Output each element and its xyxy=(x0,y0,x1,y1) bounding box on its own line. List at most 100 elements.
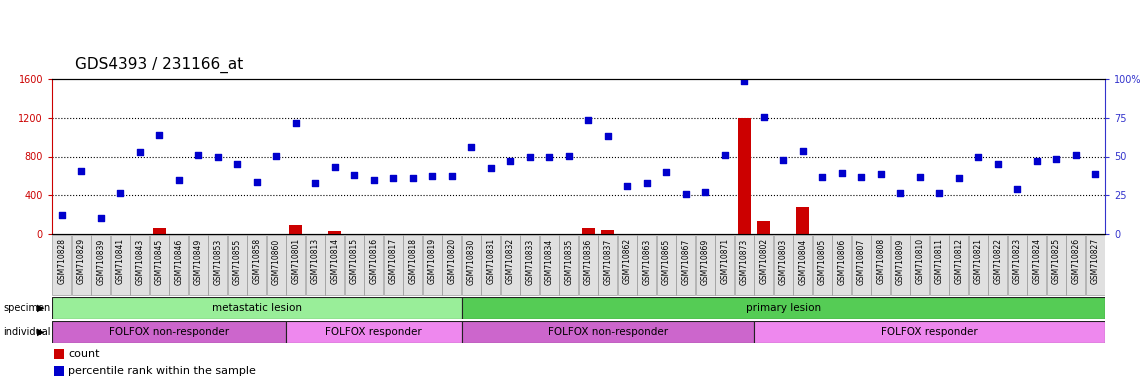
Point xyxy=(228,161,247,167)
FancyBboxPatch shape xyxy=(755,235,773,295)
FancyBboxPatch shape xyxy=(443,235,461,295)
Point xyxy=(852,174,871,180)
FancyBboxPatch shape xyxy=(111,235,130,295)
Text: ▶: ▶ xyxy=(38,327,45,337)
FancyBboxPatch shape xyxy=(1067,235,1085,295)
Text: GSM710811: GSM710811 xyxy=(935,238,944,284)
FancyBboxPatch shape xyxy=(1028,235,1046,295)
FancyBboxPatch shape xyxy=(579,235,598,295)
Bar xyxy=(1050,233,1062,234)
Point xyxy=(482,165,500,171)
Bar xyxy=(52,297,461,319)
Text: GSM710817: GSM710817 xyxy=(389,238,398,285)
FancyBboxPatch shape xyxy=(1008,235,1027,295)
Bar xyxy=(114,233,126,234)
Point xyxy=(696,189,715,195)
Bar xyxy=(679,233,692,234)
Point xyxy=(423,173,442,179)
Point xyxy=(306,180,325,186)
FancyBboxPatch shape xyxy=(267,235,286,295)
Point xyxy=(969,154,988,160)
Text: GSM710824: GSM710824 xyxy=(1032,238,1041,285)
FancyBboxPatch shape xyxy=(638,235,656,295)
Point xyxy=(150,132,169,138)
FancyBboxPatch shape xyxy=(131,235,149,295)
Point xyxy=(716,152,734,158)
Bar xyxy=(640,233,653,234)
Point xyxy=(989,161,1007,167)
Point xyxy=(1008,186,1027,192)
Text: GSM710805: GSM710805 xyxy=(818,238,827,285)
Bar xyxy=(1030,233,1043,234)
Point xyxy=(833,170,851,177)
Text: GSM710830: GSM710830 xyxy=(467,238,476,285)
Text: GSM710803: GSM710803 xyxy=(779,238,788,285)
FancyBboxPatch shape xyxy=(53,235,71,295)
Bar xyxy=(133,233,146,234)
FancyBboxPatch shape xyxy=(599,235,617,295)
FancyBboxPatch shape xyxy=(891,235,910,295)
Text: GDS4393 / 231166_at: GDS4393 / 231166_at xyxy=(75,57,243,73)
Text: GSM710825: GSM710825 xyxy=(1052,238,1061,285)
FancyBboxPatch shape xyxy=(72,235,91,295)
Point xyxy=(735,78,754,84)
Bar xyxy=(660,233,672,234)
Text: GSM710849: GSM710849 xyxy=(194,238,203,285)
Bar xyxy=(270,233,282,234)
Text: GSM710853: GSM710853 xyxy=(213,238,223,285)
Bar xyxy=(874,233,887,234)
Point xyxy=(404,175,422,181)
Text: GSM710834: GSM710834 xyxy=(545,238,554,285)
Text: GSM710808: GSM710808 xyxy=(876,238,885,285)
Bar xyxy=(406,233,419,234)
FancyBboxPatch shape xyxy=(189,235,208,295)
Point xyxy=(209,154,227,160)
FancyBboxPatch shape xyxy=(345,235,364,295)
Point xyxy=(657,169,676,175)
Text: GSM710807: GSM710807 xyxy=(857,238,866,285)
Point xyxy=(521,154,539,160)
Text: GSM710801: GSM710801 xyxy=(291,238,301,285)
FancyBboxPatch shape xyxy=(677,235,695,295)
Point xyxy=(911,174,929,180)
Bar xyxy=(348,233,360,234)
Text: GSM710835: GSM710835 xyxy=(564,238,574,285)
FancyBboxPatch shape xyxy=(930,235,949,295)
Point xyxy=(1067,152,1085,158)
Text: GSM710822: GSM710822 xyxy=(993,238,1002,284)
FancyBboxPatch shape xyxy=(1086,235,1105,295)
Bar xyxy=(1011,233,1023,234)
Text: primary lesion: primary lesion xyxy=(746,303,821,313)
Text: GSM710826: GSM710826 xyxy=(1071,238,1080,285)
Text: GSM710865: GSM710865 xyxy=(662,238,671,285)
FancyBboxPatch shape xyxy=(170,235,188,295)
FancyBboxPatch shape xyxy=(852,235,871,295)
Text: GSM710863: GSM710863 xyxy=(642,238,651,285)
Bar xyxy=(562,233,575,234)
Bar xyxy=(426,233,438,234)
Text: GSM710816: GSM710816 xyxy=(369,238,379,285)
Bar xyxy=(543,233,555,234)
Point xyxy=(92,214,110,220)
Bar xyxy=(796,207,809,234)
Text: GSM710871: GSM710871 xyxy=(720,238,729,285)
Text: GSM710819: GSM710819 xyxy=(428,238,437,285)
Point xyxy=(1028,158,1046,164)
FancyBboxPatch shape xyxy=(248,235,266,295)
Bar xyxy=(972,233,984,234)
Text: GSM710843: GSM710843 xyxy=(135,238,145,285)
Bar xyxy=(913,233,926,234)
Bar xyxy=(55,233,68,234)
Text: GSM710869: GSM710869 xyxy=(701,238,710,285)
Bar xyxy=(211,233,224,234)
Bar xyxy=(952,233,965,234)
Text: GSM710804: GSM710804 xyxy=(798,238,807,285)
Bar xyxy=(387,233,399,234)
Text: GSM710810: GSM710810 xyxy=(915,238,924,285)
Bar xyxy=(757,222,770,234)
Point xyxy=(872,171,890,177)
FancyBboxPatch shape xyxy=(462,235,481,295)
Bar xyxy=(465,233,477,234)
Point xyxy=(677,191,695,197)
Text: GSM710827: GSM710827 xyxy=(1091,238,1100,285)
